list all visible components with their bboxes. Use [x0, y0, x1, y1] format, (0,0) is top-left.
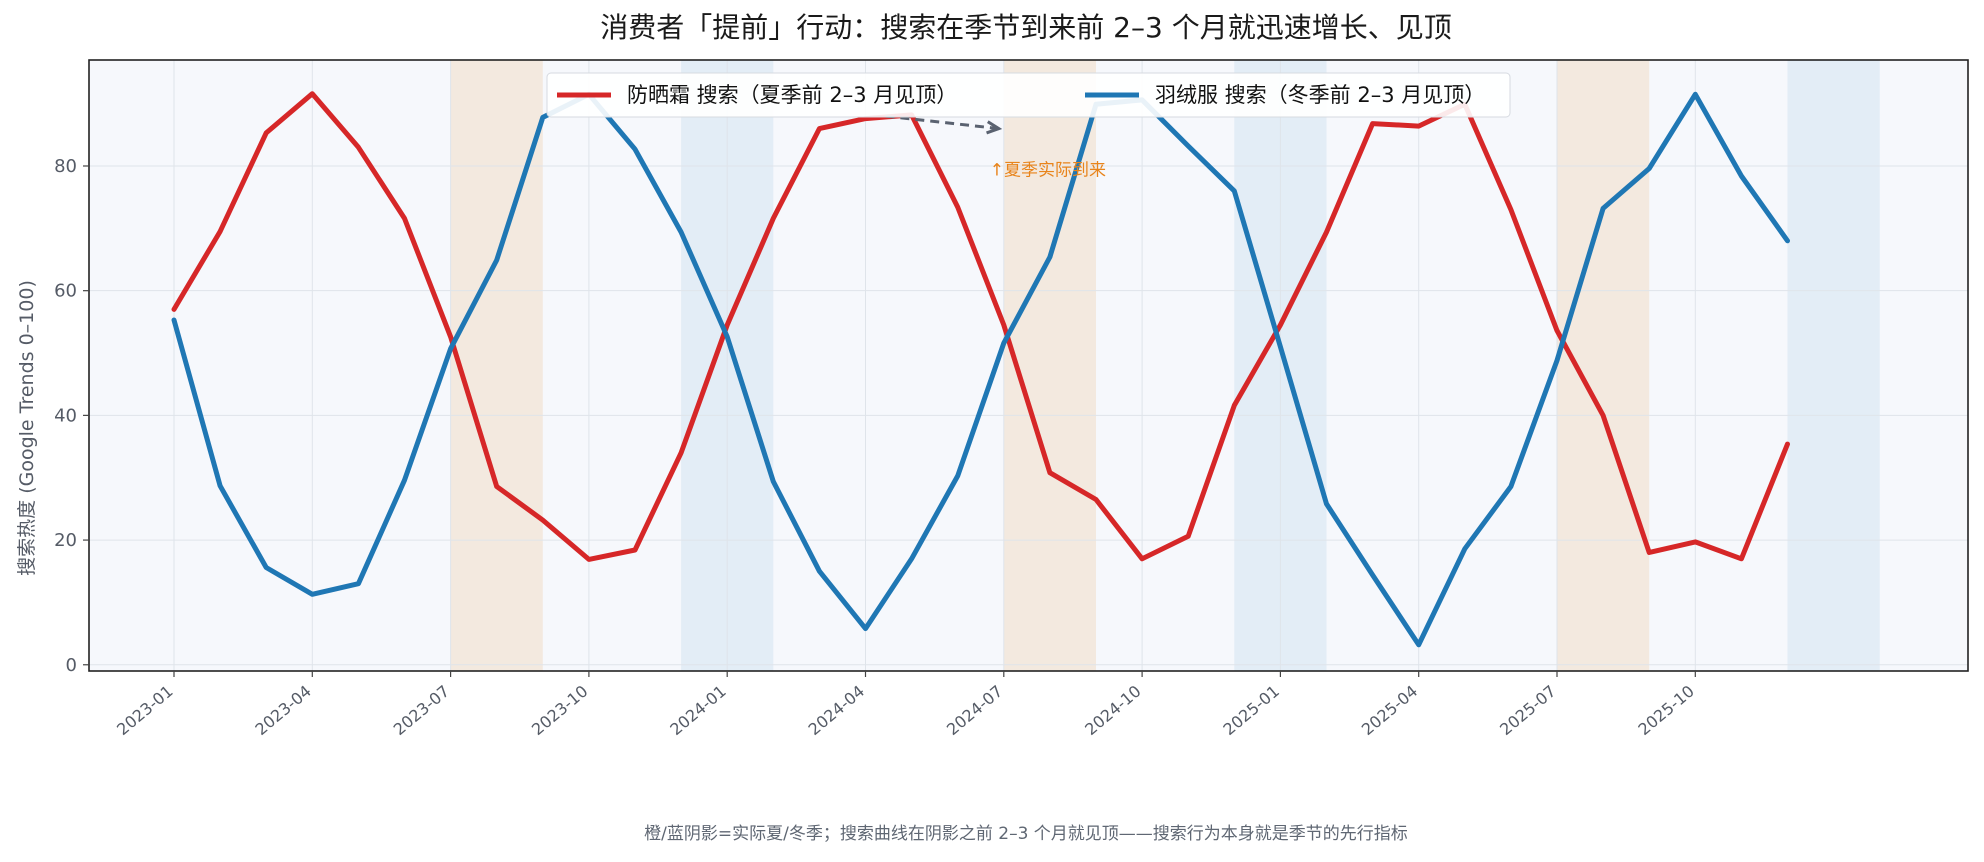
- series-line-2: [171, 91, 1790, 648]
- x-tick-label: 2025-04: [1358, 682, 1421, 740]
- season-shade-summer: [450, 60, 543, 671]
- x-tick-label: 2024-07: [943, 682, 1006, 740]
- plot-frame: [88, 59, 1969, 672]
- chart-title: 消费者「提前」行动：搜索在季节到来前 2–3 个月就迅速增长、见顶: [600, 11, 1451, 44]
- x-tick-label: 2023-04: [251, 682, 314, 740]
- x-tick-label: 2024-10: [1081, 682, 1144, 740]
- annotation-text: ↑夏季实际到来: [990, 160, 1106, 180]
- x-tick-label: 2025-07: [1496, 682, 1559, 740]
- x-tick-label: 2023-10: [528, 682, 591, 740]
- y-axis-label: 搜索热度 (Google Trends 0–100): [16, 280, 38, 576]
- legend-box: [546, 72, 1511, 118]
- y-tick-label: 0: [66, 655, 77, 676]
- y-tick-label: 60: [54, 281, 77, 302]
- x-tick-label: 2025-01: [1220, 682, 1283, 740]
- annotation-arrowhead: [986, 120, 1003, 135]
- y-tick-label: 80: [54, 156, 77, 177]
- annotation-arrow: [885, 114, 999, 131]
- legend-label-2: 羽绒服 搜索（冬季前 2–3 月见顶）: [1155, 83, 1485, 107]
- plot-area: ↑夏季实际到来 0 20 40 60 80 2023-01 2023-04 2023-07 202…: [54, 59, 1969, 740]
- legend-label-1: 防晒霜 搜索（夏季前 2–3 月见顶）: [627, 83, 957, 107]
- x-tick-label: 2025-10: [1634, 682, 1697, 740]
- season-shade-winter: [1787, 60, 1880, 671]
- legend: 防晒霜 搜索（夏季前 2–3 月见顶） 羽绒服 搜索（冬季前 2–3 月见顶）: [546, 72, 1511, 118]
- series-line-1: [171, 91, 1790, 562]
- x-tick-label: 2024-01: [666, 682, 729, 740]
- y-tick-label: 20: [54, 530, 77, 551]
- x-tick-label: 2023-07: [390, 682, 453, 740]
- x-tick-label: 2024-04: [805, 682, 868, 740]
- x-tick-label: 2023-01: [113, 682, 176, 740]
- footnote: 橙/蓝阴影=实际夏/冬季；搜索曲线在阴影之前 2–3 个月就见顶——搜索行为本身…: [644, 824, 1408, 844]
- y-tick-label: 40: [54, 405, 77, 426]
- season-shade-summer: [1557, 60, 1650, 671]
